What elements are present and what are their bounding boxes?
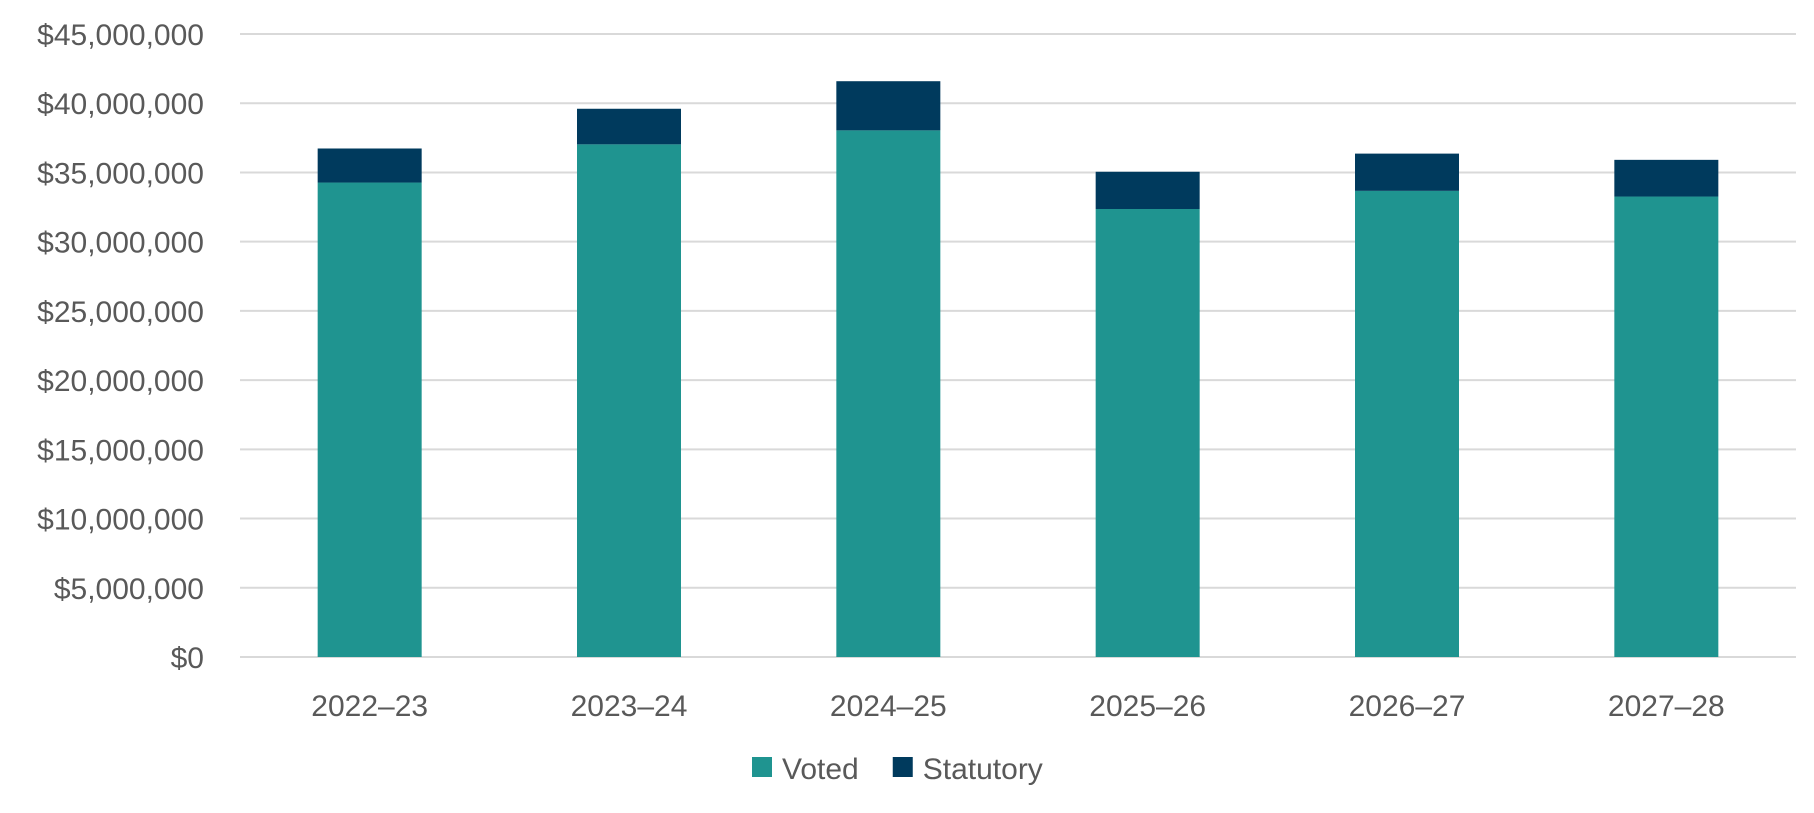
bar-voted: [577, 144, 681, 658]
bar-voted: [317, 182, 422, 657]
x-tick-label: 2025–26: [1089, 690, 1206, 723]
y-tick-label: $0: [171, 642, 204, 675]
legend-label-statutory: Statutory: [923, 753, 1043, 786]
x-tick-label: 2022–23: [311, 690, 428, 723]
bar-statutory: [1095, 171, 1200, 209]
x-axis: 2022–23 2023–24 2024–25 2025–26 2026–27 2027–…: [311, 690, 1724, 723]
x-tick-label: 2023–24: [571, 690, 688, 723]
x-tick-label: 2024–25: [830, 690, 947, 723]
legend-label-voted: Voted: [782, 753, 859, 786]
legend: Voted Statutory: [752, 753, 1043, 786]
y-tick-label: $35,000,000: [37, 157, 204, 190]
bar-statutory: [1355, 153, 1459, 191]
bar-voted: [1095, 208, 1200, 657]
y-tick-label: $40,000,000: [37, 88, 204, 121]
bar-statutory: [577, 108, 681, 145]
gridlines: [240, 33, 1796, 658]
bar-voted: [836, 130, 941, 658]
y-tick-label: $15,000,000: [37, 434, 204, 467]
y-tick-label: $45,000,000: [37, 19, 204, 52]
y-tick-label: $30,000,000: [37, 227, 204, 260]
y-tick-label: $5,000,000: [54, 573, 204, 606]
bar-statutory: [836, 81, 941, 131]
legend-swatch-statutory: [892, 757, 913, 777]
bar-voted: [1614, 196, 1719, 657]
y-tick-label: $10,000,000: [37, 504, 204, 537]
bars: [317, 81, 1719, 658]
y-tick-label: $25,000,000: [37, 296, 204, 329]
legend-swatch-voted: [752, 757, 772, 777]
y-tick-label: $20,000,000: [37, 365, 204, 398]
bar-statutory: [317, 148, 422, 183]
x-tick-label: 2027–28: [1608, 690, 1725, 723]
y-axis: $0 $5,000,000 $10,000,000 $15,000,000 $20,00…: [37, 19, 204, 675]
bar-statutory: [1614, 159, 1719, 197]
bar-voted: [1355, 190, 1459, 658]
x-tick-label: 2026–27: [1349, 690, 1466, 723]
